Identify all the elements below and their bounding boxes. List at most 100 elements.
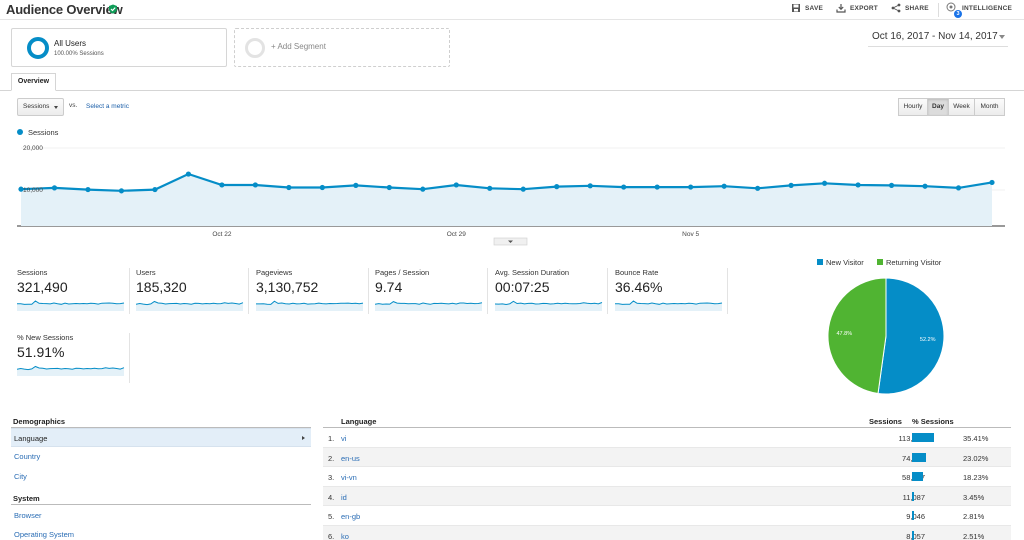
system-item-operating-system[interactable]: Operating System — [14, 530, 75, 539]
intelligence-button[interactable]: INTELLIGENCE — [946, 2, 1012, 12]
row-index: 6. — [328, 531, 335, 540]
data-point-nov-4[interactable] — [654, 184, 660, 190]
export-button[interactable]: EXPORT — [836, 4, 878, 13]
share-label: SHARE — [905, 5, 929, 12]
report-header: Audience Overview SAVE EXPORT SHARE INTE… — [0, 0, 1024, 20]
scorecard-sparkline — [17, 300, 125, 311]
scorecard-sessions[interactable]: Sessions 321,490 — [17, 268, 125, 314]
chevron-down-icon — [54, 106, 58, 109]
data-point-nov-8[interactable] — [788, 182, 794, 188]
granularity-hourly-button[interactable]: Hourly — [898, 98, 928, 116]
segment-all-users[interactable]: All Users 100.00% Sessions — [11, 28, 227, 67]
visitor-pie-chart: 52.2% 47.8% — [827, 277, 945, 395]
data-point-oct-26[interactable] — [353, 182, 359, 188]
table-row: 3.vi-vn58,61718.23% — [323, 467, 1011, 487]
data-point-oct-19[interactable] — [118, 188, 125, 194]
data-point-oct-27[interactable] — [386, 184, 392, 191]
save-label: SAVE — [805, 5, 824, 12]
chevron-right-icon — [302, 436, 305, 440]
date-range-picker[interactable]: Oct 16, 2017 - Nov 14, 2017 — [872, 31, 998, 42]
data-point-oct-31[interactable] — [520, 186, 526, 192]
data-point-oct-30[interactable] — [487, 185, 493, 191]
scorecard-separator — [368, 268, 369, 314]
scorecard-avg-session-duration[interactable]: Avg. Session Duration 00:07:25 — [495, 268, 603, 314]
y-tick-label: 20,000 — [23, 145, 43, 152]
tab-overview[interactable]: Overview — [11, 73, 56, 91]
scorecard-label: Sessions — [17, 268, 48, 277]
scorecard-users[interactable]: Users 185,320 — [136, 268, 244, 314]
save-button[interactable]: SAVE — [792, 4, 824, 12]
metric-select[interactable]: Sessions — [17, 98, 64, 116]
data-point-nov-5[interactable] — [688, 184, 694, 190]
data-point-nov-9[interactable] — [821, 180, 828, 186]
scorecard-separator — [727, 268, 728, 314]
scorecard-value: 9.74 — [375, 279, 403, 295]
language-link[interactable]: id — [341, 492, 347, 502]
data-point-oct-28[interactable] — [420, 186, 426, 192]
verified-shield-icon — [109, 4, 117, 14]
data-point-nov-6[interactable] — [721, 183, 727, 189]
sessions-line — [20, 172, 993, 192]
data-point-nov-2[interactable] — [587, 183, 593, 189]
language-link[interactable]: ko — [341, 531, 349, 540]
scorecard-bounce-rate[interactable]: Bounce Rate 36.46% — [615, 268, 723, 314]
demographics-item-label: Language — [14, 434, 48, 443]
data-point-nov-14[interactable] — [989, 179, 995, 186]
language-link[interactable]: vi — [341, 434, 347, 443]
data-point-nov-13[interactable] — [955, 185, 962, 191]
date-dropdown-icon[interactable] — [999, 35, 1005, 39]
table-row: 1. vi 113,828 35.41% — [323, 428, 1011, 448]
data-point-nov-10[interactable] — [855, 182, 861, 188]
sparkline-area — [17, 301, 124, 311]
data-point-oct-24[interactable] — [286, 184, 292, 191]
granularity-week-button[interactable]: Week — [948, 98, 975, 116]
demographics-item-country[interactable]: Country — [14, 452, 41, 461]
pct-bar — [912, 511, 914, 520]
system-item-browser[interactable]: Browser — [14, 511, 42, 520]
data-point-oct-21[interactable] — [185, 171, 192, 177]
data-point-nov-3[interactable] — [621, 184, 627, 190]
sparkline-line — [615, 300, 723, 305]
demographics-item-language[interactable]: Language — [11, 428, 311, 447]
data-point-oct-29[interactable] — [453, 182, 459, 188]
data-point-oct-23[interactable] — [252, 182, 258, 188]
data-point-oct-17[interactable] — [51, 185, 58, 191]
language-table-divider — [323, 427, 1011, 428]
add-segment-button[interactable]: + Add Segment — [234, 28, 450, 67]
scorecard-pageviews[interactable]: Pageviews 3,130,752 — [256, 268, 364, 314]
data-point-oct-20[interactable] — [152, 186, 158, 193]
select-metric-link[interactable]: Select a metric — [86, 103, 129, 110]
language-link[interactable]: en-gb — [341, 512, 361, 521]
data-point-oct-22[interactable] — [219, 182, 225, 188]
scorecard-separator — [129, 268, 130, 314]
row-pct-sessions: 3.45% — [963, 492, 985, 502]
row-sessions: 8,057 — [906, 531, 925, 540]
export-label: EXPORT — [850, 5, 878, 12]
demographics-item-city[interactable]: City — [14, 472, 27, 481]
scorecard-label: Pageviews — [256, 268, 293, 277]
date-underline — [868, 46, 1008, 47]
download-icon — [836, 4, 846, 13]
granularity-month-button[interactable]: Month — [974, 98, 1005, 116]
language-link[interactable]: en-us — [341, 453, 360, 463]
language-link[interactable]: vi-vn — [341, 473, 357, 482]
granularity-day-button[interactable]: Day — [927, 98, 949, 116]
scorecard-pages-per-session[interactable]: Pages / Session 9.74 — [375, 268, 483, 314]
scorecard-new-sessions[interactable]: % New Sessions 51.91% — [17, 333, 125, 379]
share-button[interactable]: SHARE — [891, 3, 929, 13]
scorecard-label: % New Sessions — [17, 333, 74, 342]
returning-visitor-legend-label: Returning Visitor — [886, 258, 942, 267]
data-point-nov-11[interactable] — [888, 182, 895, 188]
data-point-oct-16[interactable] — [18, 186, 24, 192]
data-point-nov-1[interactable] — [554, 184, 560, 190]
sessions-legend-label: Sessions — [28, 128, 59, 137]
data-point-oct-25[interactable] — [319, 184, 325, 191]
scorecard-separator — [607, 268, 608, 314]
x-tick-label: Oct 22 — [212, 231, 232, 238]
data-point-oct-18[interactable] — [85, 186, 91, 193]
pie-slice-new-visitor[interactable] — [877, 277, 945, 395]
data-point-nov-7[interactable] — [755, 185, 761, 191]
scorecard-separator — [129, 333, 130, 383]
data-point-nov-12[interactable] — [922, 183, 928, 189]
pie-slice-returning-visitor[interactable] — [827, 277, 887, 395]
